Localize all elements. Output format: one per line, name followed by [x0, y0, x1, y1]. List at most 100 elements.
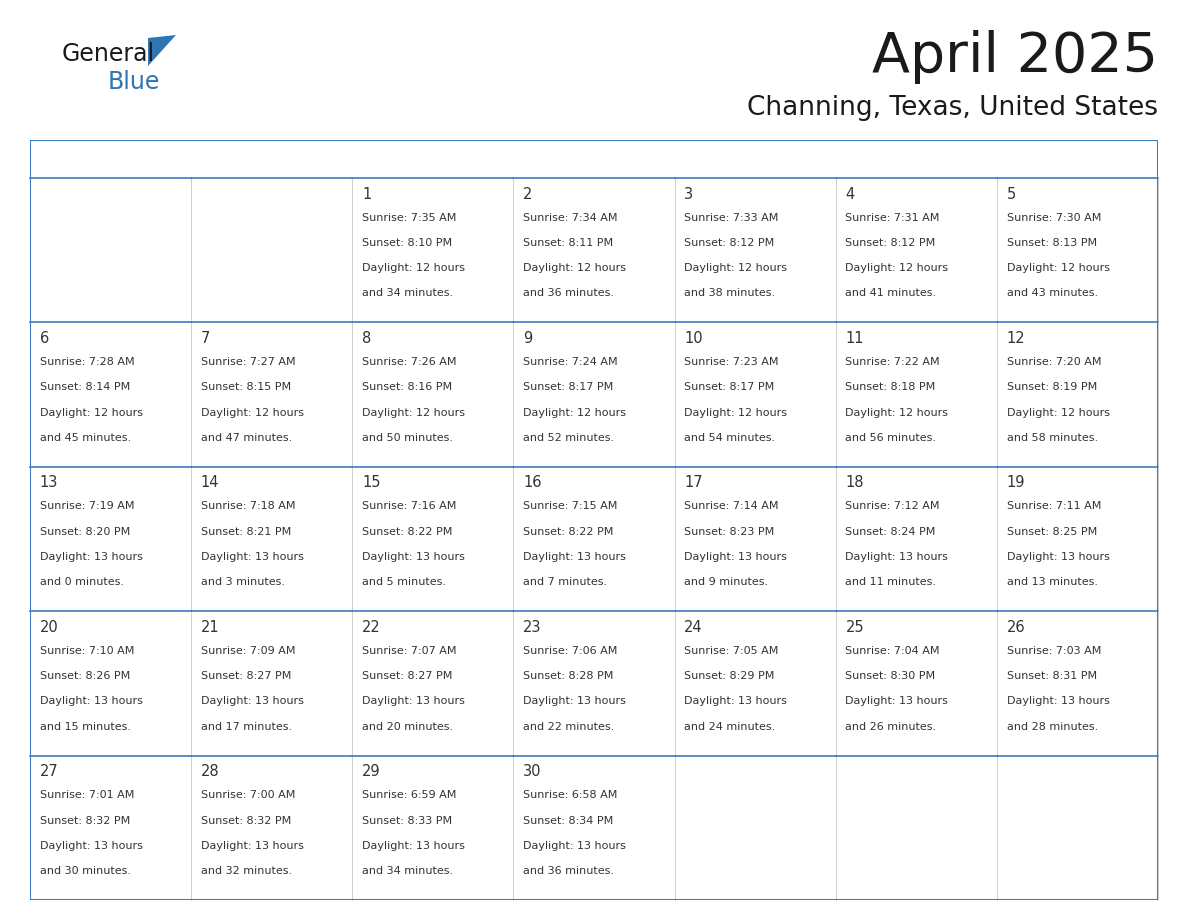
Text: Daylight: 12 hours: Daylight: 12 hours	[362, 408, 465, 418]
Text: Daylight: 12 hours: Daylight: 12 hours	[1006, 408, 1110, 418]
Text: Sunset: 8:12 PM: Sunset: 8:12 PM	[684, 238, 775, 248]
Text: Wednesday: Wednesday	[525, 151, 619, 166]
Text: Sunrise: 7:26 AM: Sunrise: 7:26 AM	[362, 357, 456, 367]
Text: 2: 2	[523, 186, 532, 202]
Text: Sunset: 8:18 PM: Sunset: 8:18 PM	[846, 382, 936, 392]
Text: Sunrise: 7:20 AM: Sunrise: 7:20 AM	[1006, 357, 1101, 367]
Text: 25: 25	[846, 620, 864, 635]
Text: Sunrise: 7:19 AM: Sunrise: 7:19 AM	[39, 501, 134, 511]
Text: Sunrise: 7:35 AM: Sunrise: 7:35 AM	[362, 213, 456, 223]
Text: and 9 minutes.: and 9 minutes.	[684, 577, 769, 588]
Text: Sunrise: 7:03 AM: Sunrise: 7:03 AM	[1006, 646, 1101, 655]
Text: 19: 19	[1006, 476, 1025, 490]
Text: Sunset: 8:32 PM: Sunset: 8:32 PM	[39, 815, 129, 825]
Text: Daylight: 12 hours: Daylight: 12 hours	[846, 408, 948, 418]
Text: Daylight: 12 hours: Daylight: 12 hours	[362, 263, 465, 274]
Text: Sunset: 8:17 PM: Sunset: 8:17 PM	[523, 382, 613, 392]
Text: Sunset: 8:13 PM: Sunset: 8:13 PM	[1006, 238, 1097, 248]
Text: Sunset: 8:28 PM: Sunset: 8:28 PM	[523, 671, 613, 681]
Text: Daylight: 12 hours: Daylight: 12 hours	[523, 408, 626, 418]
Text: 30: 30	[523, 765, 542, 779]
Text: and 54 minutes.: and 54 minutes.	[684, 433, 776, 442]
Text: 23: 23	[523, 620, 542, 635]
Text: Tuesday: Tuesday	[364, 151, 430, 166]
Text: and 17 minutes.: and 17 minutes.	[201, 722, 292, 732]
Text: and 22 minutes.: and 22 minutes.	[523, 722, 614, 732]
Text: Sunset: 8:32 PM: Sunset: 8:32 PM	[201, 815, 291, 825]
Text: 4: 4	[846, 186, 854, 202]
Text: and 56 minutes.: and 56 minutes.	[846, 433, 936, 442]
Text: Sunrise: 7:24 AM: Sunrise: 7:24 AM	[523, 357, 618, 367]
Text: Sunset: 8:31 PM: Sunset: 8:31 PM	[1006, 671, 1097, 681]
Text: 9: 9	[523, 331, 532, 346]
Text: 14: 14	[201, 476, 220, 490]
Text: 7: 7	[201, 331, 210, 346]
Text: 1: 1	[362, 186, 371, 202]
Text: Sunrise: 7:10 AM: Sunrise: 7:10 AM	[39, 646, 134, 655]
Text: Friday: Friday	[847, 151, 898, 166]
Text: Sunset: 8:19 PM: Sunset: 8:19 PM	[1006, 382, 1097, 392]
Text: and 20 minutes.: and 20 minutes.	[362, 722, 453, 732]
Text: Sunrise: 6:59 AM: Sunrise: 6:59 AM	[362, 790, 456, 800]
Text: 26: 26	[1006, 620, 1025, 635]
Text: 12: 12	[1006, 331, 1025, 346]
Text: Sunrise: 7:00 AM: Sunrise: 7:00 AM	[201, 790, 295, 800]
Text: 13: 13	[39, 476, 58, 490]
Text: Daylight: 12 hours: Daylight: 12 hours	[523, 263, 626, 274]
Polygon shape	[148, 35, 176, 66]
Text: 24: 24	[684, 620, 703, 635]
Text: Sunrise: 7:18 AM: Sunrise: 7:18 AM	[201, 501, 296, 511]
Text: Sunset: 8:33 PM: Sunset: 8:33 PM	[362, 815, 453, 825]
Text: Sunset: 8:34 PM: Sunset: 8:34 PM	[523, 815, 613, 825]
Text: Saturday: Saturday	[1009, 151, 1082, 166]
Text: 5: 5	[1006, 186, 1016, 202]
Text: Sunset: 8:11 PM: Sunset: 8:11 PM	[523, 238, 613, 248]
Text: Sunset: 8:22 PM: Sunset: 8:22 PM	[523, 527, 613, 537]
Text: General: General	[62, 42, 156, 66]
Text: 28: 28	[201, 765, 220, 779]
Text: Sunrise: 7:06 AM: Sunrise: 7:06 AM	[523, 646, 618, 655]
Text: Daylight: 13 hours: Daylight: 13 hours	[523, 552, 626, 562]
Text: and 28 minutes.: and 28 minutes.	[1006, 722, 1098, 732]
Text: Daylight: 12 hours: Daylight: 12 hours	[1006, 263, 1110, 274]
Text: Sunset: 8:16 PM: Sunset: 8:16 PM	[362, 382, 453, 392]
Text: 20: 20	[39, 620, 58, 635]
Text: and 11 minutes.: and 11 minutes.	[846, 577, 936, 588]
Text: Daylight: 12 hours: Daylight: 12 hours	[684, 263, 788, 274]
Text: 8: 8	[362, 331, 371, 346]
Text: Channing, Texas, United States: Channing, Texas, United States	[747, 95, 1158, 121]
Text: and 34 minutes.: and 34 minutes.	[362, 288, 453, 298]
Text: Sunday: Sunday	[42, 151, 102, 166]
Text: Daylight: 12 hours: Daylight: 12 hours	[39, 408, 143, 418]
Text: and 24 minutes.: and 24 minutes.	[684, 722, 776, 732]
Text: Sunrise: 7:11 AM: Sunrise: 7:11 AM	[1006, 501, 1101, 511]
Text: Sunset: 8:10 PM: Sunset: 8:10 PM	[362, 238, 453, 248]
Text: Sunrise: 7:07 AM: Sunrise: 7:07 AM	[362, 646, 456, 655]
Text: Sunset: 8:27 PM: Sunset: 8:27 PM	[362, 671, 453, 681]
Text: Daylight: 12 hours: Daylight: 12 hours	[201, 408, 304, 418]
Text: Daylight: 13 hours: Daylight: 13 hours	[1006, 697, 1110, 706]
Text: Daylight: 13 hours: Daylight: 13 hours	[39, 697, 143, 706]
Text: 16: 16	[523, 476, 542, 490]
Text: Daylight: 13 hours: Daylight: 13 hours	[362, 552, 465, 562]
Text: and 38 minutes.: and 38 minutes.	[684, 288, 776, 298]
Text: Sunset: 8:21 PM: Sunset: 8:21 PM	[201, 527, 291, 537]
Text: Sunset: 8:15 PM: Sunset: 8:15 PM	[201, 382, 291, 392]
Text: and 15 minutes.: and 15 minutes.	[39, 722, 131, 732]
Text: and 3 minutes.: and 3 minutes.	[201, 577, 285, 588]
Text: Daylight: 13 hours: Daylight: 13 hours	[201, 841, 304, 851]
Text: 11: 11	[846, 331, 864, 346]
Text: Sunset: 8:26 PM: Sunset: 8:26 PM	[39, 671, 129, 681]
Text: Blue: Blue	[108, 70, 160, 94]
Text: and 50 minutes.: and 50 minutes.	[362, 433, 453, 442]
Text: and 45 minutes.: and 45 minutes.	[39, 433, 131, 442]
Text: 17: 17	[684, 476, 703, 490]
Text: Daylight: 13 hours: Daylight: 13 hours	[1006, 552, 1110, 562]
Text: and 5 minutes.: and 5 minutes.	[362, 577, 446, 588]
Text: Sunrise: 6:58 AM: Sunrise: 6:58 AM	[523, 790, 618, 800]
Text: Daylight: 13 hours: Daylight: 13 hours	[684, 552, 788, 562]
Text: Daylight: 13 hours: Daylight: 13 hours	[684, 697, 788, 706]
Text: Daylight: 13 hours: Daylight: 13 hours	[362, 697, 465, 706]
Text: Thursday: Thursday	[685, 151, 763, 166]
Text: and 30 minutes.: and 30 minutes.	[39, 866, 131, 876]
